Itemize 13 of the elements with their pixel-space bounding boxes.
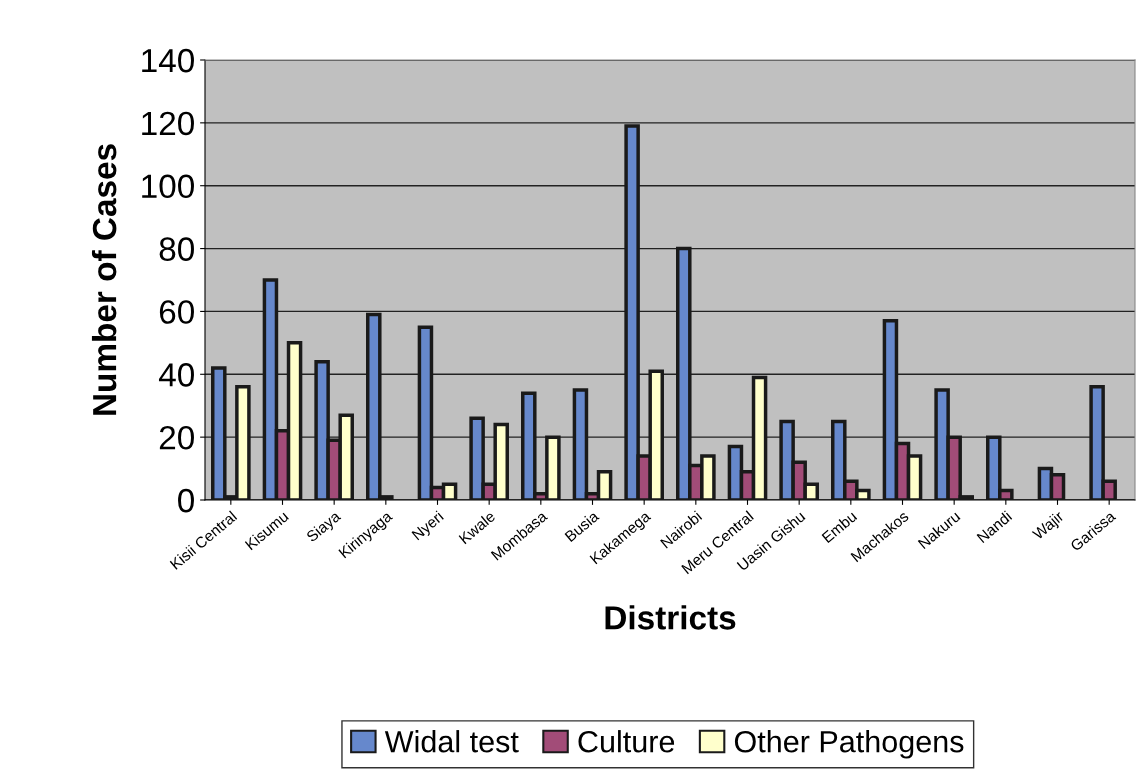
x-axis-title: Districts [605, 605, 736, 630]
y-axis-title: Number of Cases [91, 144, 117, 415]
y-tick-label: 80 [159, 237, 194, 261]
legend-label: Culture [578, 730, 675, 753]
y-tick-label: 60 [159, 300, 194, 324]
y-tick-label: 140 [142, 48, 194, 73]
y-tick-label: 100 [142, 174, 194, 199]
y-tick-label: 0 [178, 488, 194, 513]
legend-label: Other Pathogens [734, 730, 964, 759]
legend-label: Widal test [384, 730, 519, 753]
y-tick-label: 20 [159, 425, 194, 450]
y-tick-label: 40 [158, 363, 194, 387]
y-tick-label: 120 [142, 111, 194, 136]
